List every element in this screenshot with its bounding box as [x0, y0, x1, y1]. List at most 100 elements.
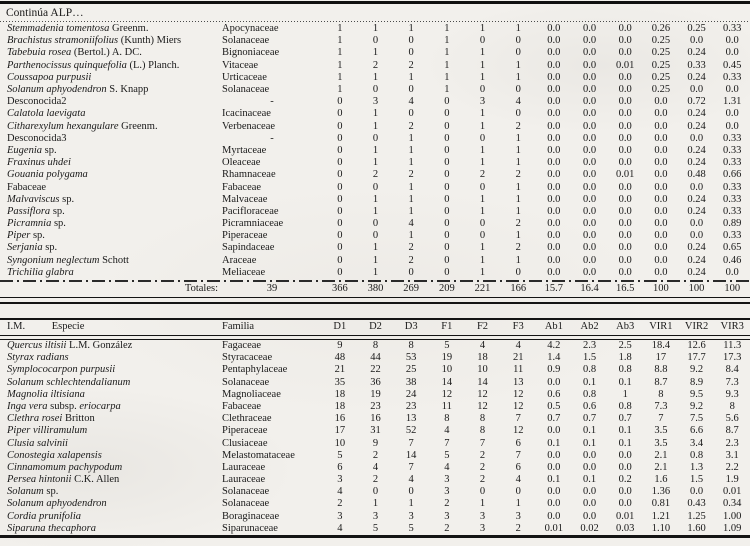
value-cell: 0 [337, 169, 343, 181]
value-cell: 1.00 [723, 510, 742, 522]
family-cell: - [270, 132, 274, 144]
value-cell: 0.1 [547, 474, 561, 486]
value-cell: 21 [334, 364, 346, 376]
value-cell: 12 [512, 388, 524, 400]
value-cell: 0.0 [618, 242, 632, 254]
value-cell: 1 [515, 23, 521, 35]
species-name-roman: Fabaceae [7, 181, 47, 193]
value-cell: 1 [372, 120, 379, 132]
value-cell: 2 [408, 120, 414, 132]
species-name-italic: Malvaviscus [7, 193, 60, 205]
value-cell: 8.4 [725, 364, 739, 376]
value-cell: 36 [370, 376, 381, 388]
table-importance-values: I.M. Especie Familia D1 D2 D3 F1 F2 F3 A… [0, 317, 750, 538]
header-col-label: Ab3 [616, 321, 635, 333]
species-name-roman: Britton [62, 413, 95, 425]
value-cell: 1 [479, 120, 486, 132]
species-cell: Solanum sp. [0, 486, 222, 498]
species-cell: Cinnamomum pachypodum [0, 462, 222, 474]
value-cell: 2 [515, 522, 521, 534]
value-cell: 4 [337, 486, 343, 498]
value-cell: 0 [444, 242, 450, 254]
value-cell: 0 [408, 486, 414, 498]
value-cell: 0.0 [547, 169, 561, 181]
species-name-roman: S. Knapp [106, 84, 149, 96]
value-cell: 0.0 [618, 498, 632, 510]
header-col-label: F2 [476, 321, 489, 333]
value-cell: 23 [405, 400, 417, 412]
value-cell: 18.4 [651, 340, 671, 352]
species-cell: Trichilia glabra [0, 267, 222, 279]
family-cell: Icacinaceae [222, 108, 271, 120]
family-cell: Siparunaceae [222, 522, 278, 534]
value-cell: 0.0 [582, 218, 597, 230]
value-cell: 0.81 [651, 498, 671, 510]
species-cell: Tabebuia rosea (Bertol.) A. DC. [0, 47, 222, 59]
value-cell: 0.0 [547, 449, 561, 461]
species-cell: Syngonium neglectum Schott [0, 255, 222, 267]
value-cell: 0 [444, 266, 450, 278]
species-cell: Solanum schlechtendalianum [0, 377, 222, 389]
family-cell: Solanaceae [222, 35, 270, 47]
value-cell: 9.2 [689, 400, 704, 412]
value-cell: 0 [444, 120, 450, 132]
species-name-italic: Eugenia [7, 144, 42, 156]
value-cell: 10 [441, 364, 453, 376]
value-cell: 0.0 [582, 35, 597, 47]
header-col-label: D1 [333, 321, 347, 333]
value-cell: 0.01 [616, 510, 635, 522]
species-name-italic: Styrax radians [7, 352, 69, 364]
table-row: Syngonium neglectum Schott Araceae 0 1 2 0 1… [0, 255, 750, 267]
value-cell: 0.24 [687, 205, 706, 217]
value-cell: 35 [334, 376, 346, 388]
species-name-italic: Parthenocissus quinquefolia [7, 59, 127, 71]
value-cell: 0.25 [651, 71, 671, 83]
species-cell: Calatola laevigata [0, 108, 222, 120]
value-cell: 1 [372, 498, 379, 510]
value-cell: 0 [337, 108, 343, 120]
table-row: Quercus iltisii L.M. González Fagaceae 9… [0, 340, 750, 352]
value-cell: 0.0 [618, 23, 632, 35]
header-col-label: F1 [441, 321, 453, 333]
value-cell: 0.7 [582, 413, 597, 425]
value-cell: 0.0 [654, 181, 668, 193]
value-cell: 44 [370, 352, 381, 364]
value-cell: 0.33 [723, 144, 742, 156]
value-cell: 0.0 [618, 266, 632, 278]
family-cell: Solanaceae [222, 486, 270, 498]
totals-value-cell: 15.7 [544, 283, 564, 295]
value-cell: 0.26 [651, 23, 671, 35]
value-cell: 2.3 [725, 437, 739, 449]
value-cell: 0.0 [618, 35, 632, 47]
value-cell: 1 [444, 23, 450, 35]
value-cell: 17.3 [723, 352, 742, 364]
value-cell: 0.0 [582, 23, 597, 35]
value-cell: 0.8 [618, 400, 632, 412]
value-cell: 1 [337, 71, 343, 83]
species-cell: Siparuna thecaphora [0, 523, 222, 535]
value-cell: 0.8 [582, 364, 597, 376]
value-cell: 0.0 [654, 108, 668, 120]
value-cell: 1 [408, 230, 414, 242]
species-name-italic: eriocarpa [79, 400, 121, 412]
value-cell: 3 [444, 486, 450, 498]
value-cell: 0 [515, 47, 521, 59]
table-row: Serjania sp. Sapindaceae 0 1 2 0 1 2 0.0 0.0 0.0… [0, 242, 750, 254]
family-cell: Fabaceae [222, 400, 262, 412]
value-cell: 8 [479, 425, 486, 437]
header-col-label: Ab2 [580, 321, 599, 333]
species-name-italic: Symplococarpon purpusii [7, 364, 116, 376]
table-row: Cordia prunifolia Boraginaceae 3 3 3 3 3 3 0.0… [0, 511, 750, 523]
value-cell: 1 [408, 71, 414, 83]
value-cell: 0.0 [618, 205, 632, 217]
value-cell: 1 [479, 71, 486, 83]
value-cell: 0.0 [547, 254, 561, 266]
value-cell: 0 [408, 35, 414, 47]
value-cell: 11 [441, 400, 452, 412]
value-cell: 9 [337, 340, 343, 352]
species-name-italic: Brachistus stramoniifolius [7, 35, 119, 47]
value-cell: 2 [479, 169, 486, 181]
species-name-roman: L.M. González [66, 340, 133, 352]
species-cell: Citharexylum hexangulare Greenm. [0, 121, 222, 133]
